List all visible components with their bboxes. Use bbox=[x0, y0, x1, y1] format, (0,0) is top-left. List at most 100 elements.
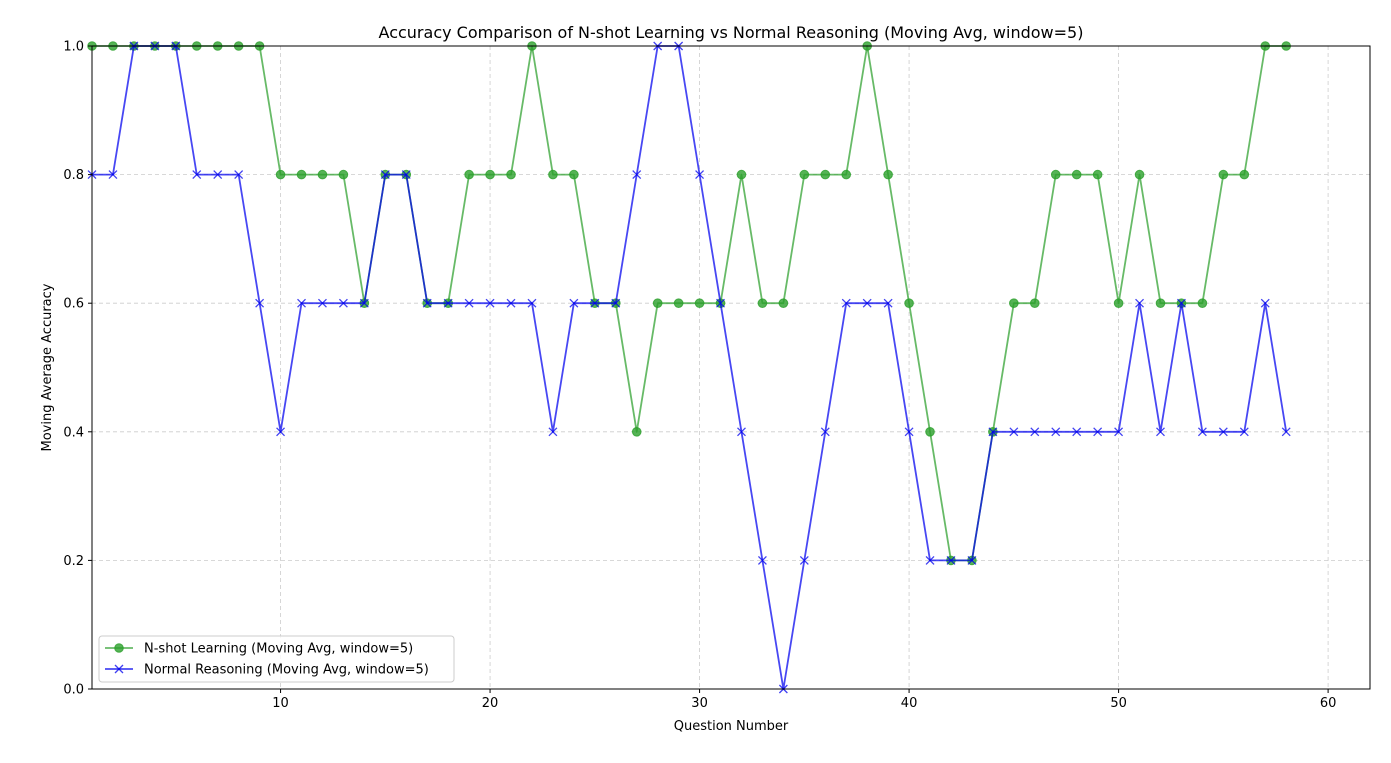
data-point-normal-reasoning bbox=[401, 170, 411, 180]
legend-marker-n-shot bbox=[114, 643, 124, 653]
data-point-normal-reasoning bbox=[946, 555, 956, 565]
data-point-n-shot bbox=[925, 427, 935, 437]
data-point-normal-reasoning bbox=[1197, 427, 1207, 437]
y-tick-label: 0.2 bbox=[63, 554, 84, 569]
data-point-normal-reasoning bbox=[548, 427, 558, 437]
y-tick-label: 0.6 bbox=[63, 297, 84, 312]
data-point-normal-reasoning bbox=[213, 170, 223, 180]
legend: N-shot Learning (Moving Avg, window=5) No… bbox=[98, 635, 455, 683]
data-point-normal-reasoning bbox=[276, 427, 286, 437]
axis-ticks: 10 20 30 40 50 60 0.0 0.2 0.4 0.6 0.8 1.0 bbox=[63, 40, 1336, 712]
data-point-n-shot bbox=[904, 298, 914, 309]
data-point-n-shot bbox=[883, 169, 893, 180]
data-point-normal-reasoning bbox=[841, 298, 851, 308]
data-point-normal-reasoning bbox=[737, 427, 746, 437]
data-point-n-shot bbox=[652, 298, 663, 309]
data-point-normal-reasoning bbox=[820, 427, 830, 437]
data-point-normal-reasoning bbox=[967, 555, 977, 565]
data-point-normal-reasoning bbox=[255, 298, 265, 308]
legend-label-normal-reasoning: Normal Reasoning (Moving Avg, window=5) bbox=[144, 663, 429, 678]
data-point-normal-reasoning bbox=[611, 298, 621, 308]
data-point-normal-reasoning bbox=[422, 298, 432, 308]
data-point-n-shot bbox=[757, 298, 768, 309]
data-point-normal-reasoning bbox=[1281, 427, 1291, 437]
data-point-normal-reasoning bbox=[695, 170, 705, 180]
data-point-normal-reasoning bbox=[108, 170, 118, 180]
data-point-normal-reasoning bbox=[925, 555, 935, 565]
data-point-n-shot bbox=[694, 298, 705, 309]
data-point-normal-reasoning bbox=[1135, 298, 1145, 308]
data-point-normal-reasoning bbox=[1051, 427, 1061, 437]
data-point-n-shot bbox=[338, 169, 349, 180]
data-point-n-shot bbox=[1197, 298, 1208, 309]
data-point-normal-reasoning bbox=[234, 170, 244, 180]
data-point-n-shot bbox=[841, 169, 852, 180]
data-point-normal-reasoning bbox=[464, 298, 474, 308]
x-tick-label: 50 bbox=[1110, 696, 1127, 711]
data-point-n-shot bbox=[1092, 169, 1103, 180]
data-point-n-shot bbox=[296, 169, 307, 180]
x-tick-label: 20 bbox=[482, 696, 499, 711]
series-layer bbox=[87, 41, 1291, 694]
data-point-n-shot bbox=[673, 298, 684, 309]
y-tick-label: 1.0 bbox=[63, 40, 84, 55]
data-point-n-shot bbox=[1239, 169, 1250, 180]
data-point-normal-reasoning bbox=[569, 298, 579, 308]
data-point-n-shot bbox=[317, 169, 328, 180]
data-point-n-shot bbox=[1155, 298, 1166, 309]
legend-entry-n-shot: N-shot Learning (Moving Avg, window=5) bbox=[105, 642, 413, 657]
legend-marker-normal-reasoning bbox=[114, 664, 124, 674]
x-tick-label: 40 bbox=[901, 696, 918, 711]
data-point-normal-reasoning bbox=[506, 298, 516, 308]
data-point-normal-reasoning bbox=[317, 298, 327, 308]
legend-entry-normal-reasoning: Normal Reasoning (Moving Avg, window=5) bbox=[105, 663, 429, 678]
data-point-n-shot bbox=[485, 169, 495, 180]
data-point-normal-reasoning bbox=[632, 170, 642, 180]
data-point-n-shot bbox=[1009, 298, 1019, 309]
data-point-normal-reasoning bbox=[527, 298, 537, 308]
data-point-normal-reasoning bbox=[1114, 427, 1124, 437]
data-point-normal-reasoning bbox=[1156, 427, 1165, 437]
data-point-n-shot bbox=[569, 169, 579, 180]
data-point-n-shot bbox=[1113, 298, 1124, 309]
data-point-n-shot bbox=[548, 169, 558, 180]
y-tick-label: 0.0 bbox=[63, 683, 84, 698]
data-point-n-shot bbox=[464, 169, 474, 180]
data-point-normal-reasoning bbox=[192, 170, 202, 180]
series-line-normal-reasoning bbox=[92, 45, 1288, 690]
y-tick-label: 0.4 bbox=[63, 425, 84, 440]
legend-label-n-shot: N-shot Learning (Moving Avg, window=5) bbox=[144, 642, 413, 657]
data-point-normal-reasoning bbox=[1176, 298, 1186, 308]
x-tick-label: 60 bbox=[1320, 696, 1337, 711]
data-point-n-shot bbox=[1029, 298, 1040, 309]
data-point-normal-reasoning bbox=[590, 298, 600, 308]
data-point-normal-reasoning bbox=[1260, 298, 1270, 308]
data-point-normal-reasoning bbox=[862, 298, 872, 308]
data-point-normal-reasoning bbox=[1009, 427, 1019, 437]
plot-area-frame bbox=[91, 45, 1371, 690]
y-axis-label: Moving Average Accuracy bbox=[40, 283, 55, 451]
data-point-n-shot bbox=[1134, 169, 1145, 180]
data-point-n-shot bbox=[631, 427, 642, 437]
data-point-normal-reasoning bbox=[1239, 427, 1249, 437]
data-point-normal-reasoning bbox=[1030, 427, 1040, 437]
data-point-normal-reasoning bbox=[757, 555, 767, 565]
data-point-normal-reasoning bbox=[297, 298, 306, 308]
data-point-n-shot bbox=[1071, 169, 1082, 180]
data-point-normal-reasoning bbox=[443, 298, 453, 308]
data-point-n-shot bbox=[820, 169, 831, 180]
data-point-normal-reasoning bbox=[338, 298, 348, 308]
data-point-normal-reasoning bbox=[883, 298, 893, 308]
data-point-normal-reasoning bbox=[380, 170, 390, 180]
x-axis-label: Question Number bbox=[674, 719, 789, 734]
data-point-normal-reasoning bbox=[799, 555, 809, 565]
data-point-normal-reasoning bbox=[716, 298, 725, 308]
legend-box bbox=[98, 635, 455, 683]
chart-title: Accuracy Comparison of N-shot Learning v… bbox=[379, 23, 1084, 42]
x-tick-label: 30 bbox=[691, 696, 708, 711]
y-tick-label: 0.8 bbox=[63, 168, 84, 183]
data-point-normal-reasoning bbox=[1072, 427, 1082, 437]
data-point-n-shot bbox=[778, 298, 789, 309]
x-tick-label: 10 bbox=[272, 696, 289, 711]
